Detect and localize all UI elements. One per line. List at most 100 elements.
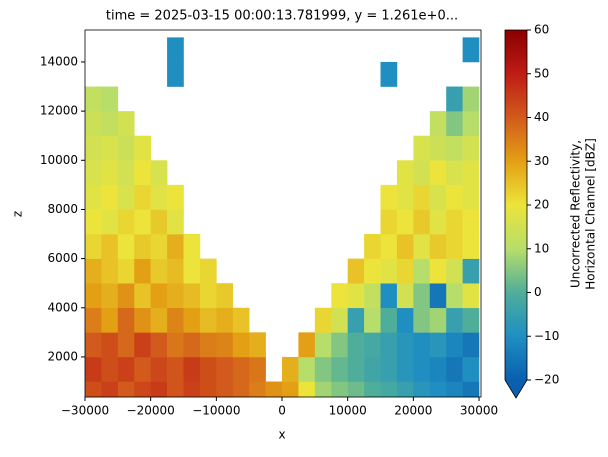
- heatmap-cell: [396, 184, 414, 210]
- heatmap-cell: [199, 332, 217, 358]
- y-tick-label: 2000: [47, 349, 78, 363]
- heatmap-cell: [167, 209, 184, 235]
- heatmap-cell: [298, 381, 316, 398]
- heatmap-cell: [298, 356, 316, 382]
- heatmap-cell: [413, 258, 431, 284]
- y-tick-label: 4000: [47, 300, 78, 314]
- heatmap-cell: [183, 332, 201, 358]
- heatmap-cell: [282, 381, 299, 398]
- heatmap-cell: [446, 160, 463, 186]
- heatmap-cell: [150, 307, 168, 333]
- heatmap-cell: [134, 381, 151, 398]
- heatmap-cell: [413, 356, 431, 382]
- y-tick-label: 12000: [40, 104, 78, 118]
- heatmap-cell: [183, 234, 201, 259]
- heatmap-cell: [117, 160, 135, 186]
- heatmap-cell: [380, 356, 398, 382]
- heatmap-cell: [396, 234, 414, 259]
- y-axis-label: z: [11, 211, 25, 217]
- heatmap-cell: [167, 332, 184, 358]
- heatmap-cell: [134, 234, 151, 259]
- x-tick-label: 30000: [460, 404, 498, 418]
- heatmap-cell: [446, 209, 463, 235]
- heatmap-cell: [232, 381, 250, 398]
- heatmap-cell: [380, 61, 398, 87]
- x-tick-label: 0: [278, 404, 286, 418]
- heatmap-cell: [347, 258, 365, 284]
- heatmap-cell: [150, 332, 168, 358]
- heatmap-cell: [101, 86, 119, 112]
- heatmap-cell: [150, 356, 168, 382]
- y-tick-label: 8000: [47, 202, 78, 216]
- heatmap-cell: [101, 184, 119, 210]
- heatmap-cell: [117, 381, 135, 398]
- heatmap-cell: [446, 86, 463, 112]
- heatmap-cell: [347, 307, 365, 333]
- heatmap-cell: [314, 381, 332, 398]
- heatmap-cell: [117, 184, 135, 210]
- heatmap-cell: [413, 184, 431, 210]
- heatmap-cell: [117, 307, 135, 333]
- heatmap-cell: [134, 332, 151, 358]
- heatmap-cell: [331, 307, 348, 333]
- colorbar-frame: [504, 29, 528, 399]
- heatmap-cell: [446, 184, 463, 210]
- heatmap-cell: [85, 234, 102, 259]
- heatmap-cell: [134, 356, 151, 382]
- heatmap-cell: [101, 234, 119, 259]
- heatmap-cell: [396, 307, 414, 333]
- heatmap-cell: [429, 209, 447, 235]
- heatmap-cell: [396, 209, 414, 235]
- heatmap-cell: [347, 381, 365, 398]
- heatmap-cell: [429, 234, 447, 259]
- heatmap-cell: [150, 160, 168, 186]
- heatmap-cell: [413, 381, 431, 398]
- heatmap-cell: [462, 307, 480, 333]
- heatmap-cell: [446, 234, 463, 259]
- heatmap-cell: [199, 356, 217, 382]
- heatmap-cell: [462, 111, 480, 136]
- heatmap-cell: [446, 111, 463, 136]
- heatmap-cell: [249, 381, 266, 398]
- colorbar-tick-label: 40: [534, 110, 549, 124]
- heatmap-cell: [117, 234, 135, 259]
- heatmap-cell: [429, 258, 447, 284]
- heatmap-cell: [134, 209, 151, 235]
- heatmap-cell: [282, 356, 299, 382]
- heatmap-cell: [331, 283, 348, 309]
- x-tick-label: −20000: [127, 404, 175, 418]
- heatmap-cell: [380, 258, 398, 284]
- heatmap-cell: [396, 381, 414, 398]
- heatmap-cell: [364, 381, 381, 398]
- heatmap-cell: [216, 332, 234, 358]
- y-tick-label: 6000: [47, 251, 78, 265]
- heatmap-cell: [364, 332, 381, 358]
- y-tick-label: 14000: [40, 54, 78, 68]
- heatmap-cell: [199, 258, 217, 284]
- heatmap-cell: [364, 258, 381, 284]
- heatmap-cell: [167, 356, 184, 382]
- heatmap-cell: [85, 184, 102, 210]
- heatmap-cell: [85, 86, 102, 112]
- heatmap-cell: [380, 234, 398, 259]
- heatmap-cell: [134, 283, 151, 309]
- heatmap-cell: [396, 160, 414, 186]
- heatmap-cell: [85, 356, 102, 382]
- heatmap-cell: [462, 135, 480, 161]
- plot-frame: [84, 29, 482, 398]
- heatmap-cell: [347, 332, 365, 358]
- x-tick-label: −10000: [192, 404, 240, 418]
- heatmap-cell: [85, 135, 102, 161]
- colorbar-label: Horizontal Channel [dBZ]: [584, 138, 598, 290]
- colorbar-tick-label: −20: [534, 373, 559, 387]
- heatmap-cell: [85, 209, 102, 235]
- heatmap-cell: [462, 234, 480, 259]
- heatmap-cell: [232, 307, 250, 333]
- heatmap-cell: [134, 184, 151, 210]
- heatmap-cell: [249, 356, 266, 382]
- heatmap-cell: [232, 332, 250, 358]
- heatmap-cell: [150, 209, 168, 235]
- colorbar-tick-label: 20: [534, 198, 549, 212]
- heatmap-cell: [446, 135, 463, 161]
- y-tick-label: 10000: [40, 153, 78, 167]
